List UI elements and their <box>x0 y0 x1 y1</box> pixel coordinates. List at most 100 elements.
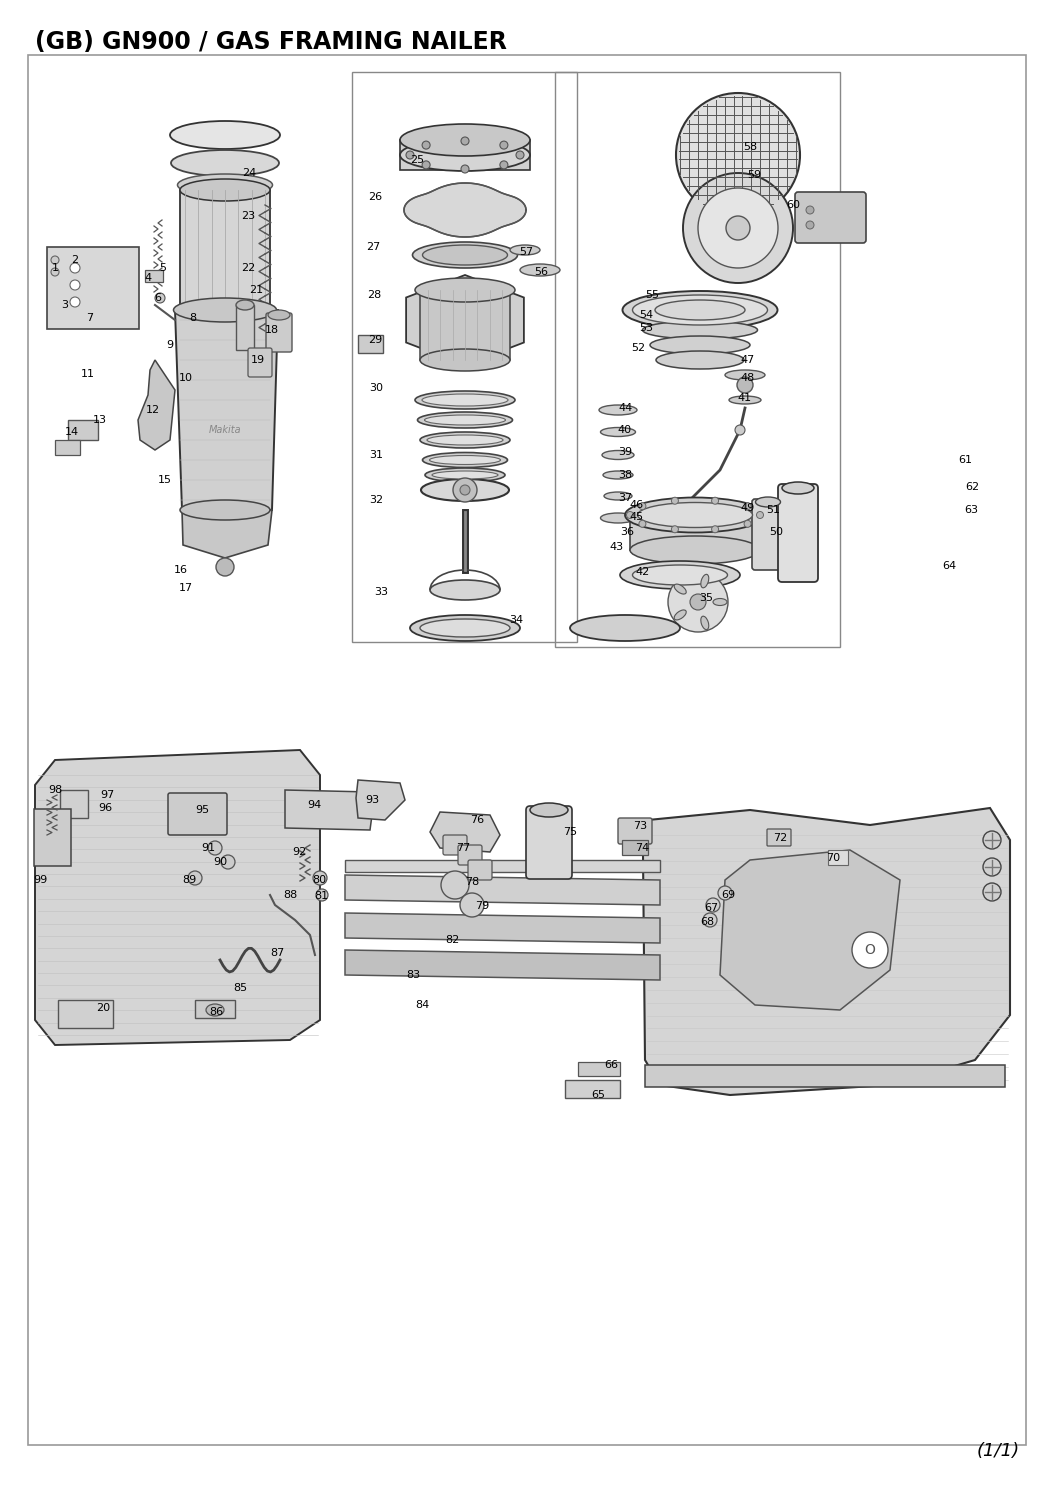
Text: 84: 84 <box>415 999 429 1010</box>
Text: 86: 86 <box>209 1007 223 1017</box>
Text: 41: 41 <box>737 394 751 402</box>
Bar <box>195 999 235 1019</box>
Circle shape <box>726 215 750 241</box>
Ellipse shape <box>625 497 765 533</box>
FancyBboxPatch shape <box>526 806 572 879</box>
Ellipse shape <box>655 300 746 319</box>
Ellipse shape <box>724 370 765 380</box>
Circle shape <box>70 281 80 290</box>
Text: 49: 49 <box>741 503 755 512</box>
Text: 98: 98 <box>48 786 62 794</box>
Text: 69: 69 <box>721 890 735 900</box>
Text: 18: 18 <box>265 325 279 336</box>
Text: 23: 23 <box>240 211 255 221</box>
FancyBboxPatch shape <box>47 247 139 330</box>
Text: 94: 94 <box>307 800 321 809</box>
Polygon shape <box>138 359 175 450</box>
Bar <box>358 336 383 353</box>
Text: 80: 80 <box>312 875 327 885</box>
Bar <box>578 1062 619 1077</box>
FancyBboxPatch shape <box>778 484 818 582</box>
FancyBboxPatch shape <box>266 313 292 352</box>
Ellipse shape <box>429 456 501 465</box>
Circle shape <box>316 890 328 901</box>
Ellipse shape <box>520 264 560 276</box>
Ellipse shape <box>603 471 633 480</box>
Circle shape <box>500 141 508 148</box>
Ellipse shape <box>729 396 761 404</box>
Ellipse shape <box>623 291 777 330</box>
Text: 38: 38 <box>618 469 632 480</box>
Circle shape <box>188 872 202 885</box>
Text: 33: 33 <box>374 587 388 597</box>
Text: 64: 64 <box>942 561 957 572</box>
Text: 24: 24 <box>242 168 256 178</box>
Circle shape <box>441 872 469 898</box>
FancyBboxPatch shape <box>168 793 227 835</box>
Circle shape <box>627 511 633 518</box>
Text: 60: 60 <box>786 200 800 209</box>
Circle shape <box>682 172 793 284</box>
Ellipse shape <box>400 140 530 171</box>
Text: 77: 77 <box>456 843 470 852</box>
Circle shape <box>671 497 678 505</box>
Ellipse shape <box>418 411 512 428</box>
Text: 67: 67 <box>704 903 718 913</box>
Text: 44: 44 <box>618 402 633 413</box>
Bar <box>145 270 163 282</box>
Ellipse shape <box>656 350 744 368</box>
Ellipse shape <box>415 391 514 408</box>
Text: 39: 39 <box>618 447 632 457</box>
Ellipse shape <box>206 1004 224 1016</box>
Circle shape <box>737 377 753 394</box>
Circle shape <box>208 841 222 855</box>
Bar <box>58 999 113 1028</box>
Text: 28: 28 <box>366 290 381 300</box>
Text: 62: 62 <box>965 483 979 492</box>
Bar <box>555 71 840 647</box>
Ellipse shape <box>430 581 500 600</box>
Text: 99: 99 <box>33 875 47 885</box>
Circle shape <box>983 858 1001 876</box>
Ellipse shape <box>415 278 514 301</box>
Text: 54: 54 <box>639 310 653 319</box>
Text: 59: 59 <box>747 169 761 180</box>
Polygon shape <box>404 183 526 238</box>
Text: 58: 58 <box>743 143 757 151</box>
Text: 90: 90 <box>213 857 227 867</box>
Circle shape <box>51 267 59 276</box>
Ellipse shape <box>422 245 507 264</box>
Bar <box>55 440 80 454</box>
Ellipse shape <box>674 584 687 594</box>
Circle shape <box>155 293 165 303</box>
Text: 75: 75 <box>563 827 578 838</box>
FancyBboxPatch shape <box>795 192 866 244</box>
Text: 20: 20 <box>96 1002 110 1013</box>
Text: 36: 36 <box>620 527 634 538</box>
Ellipse shape <box>420 619 510 637</box>
Bar <box>352 71 578 642</box>
Text: 63: 63 <box>964 505 978 515</box>
Bar <box>236 304 254 350</box>
Circle shape <box>806 221 814 229</box>
Text: O: O <box>864 943 876 956</box>
FancyBboxPatch shape <box>34 809 71 866</box>
Bar <box>622 841 648 855</box>
FancyBboxPatch shape <box>458 845 482 864</box>
Circle shape <box>712 497 718 505</box>
Polygon shape <box>356 780 405 820</box>
Ellipse shape <box>420 349 510 371</box>
Ellipse shape <box>650 336 750 353</box>
Text: 73: 73 <box>633 821 647 832</box>
Ellipse shape <box>420 432 510 448</box>
Text: 53: 53 <box>639 324 653 333</box>
Ellipse shape <box>643 321 757 339</box>
FancyBboxPatch shape <box>752 499 783 570</box>
Text: 57: 57 <box>519 247 533 257</box>
Text: 27: 27 <box>365 242 380 252</box>
Circle shape <box>460 892 484 918</box>
Text: 97: 97 <box>100 790 114 800</box>
Text: 19: 19 <box>251 355 265 365</box>
Ellipse shape <box>173 298 276 322</box>
Circle shape <box>453 478 477 502</box>
